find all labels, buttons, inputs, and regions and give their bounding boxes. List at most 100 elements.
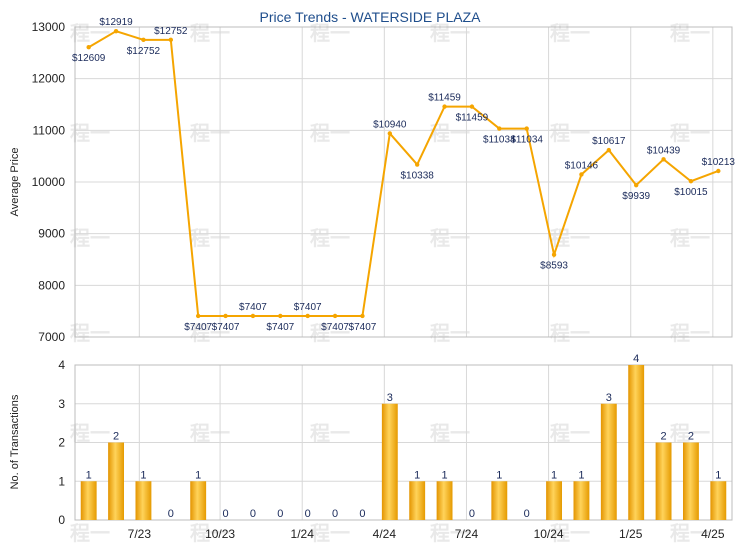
price-point xyxy=(278,313,283,319)
watermark: 程一 xyxy=(670,521,710,545)
transactions-tick-label: 1 xyxy=(58,474,65,488)
price-point xyxy=(332,313,338,319)
price-point xyxy=(360,313,365,319)
transactions-tick-label: 4 xyxy=(58,358,65,372)
price-data-label: $7407 xyxy=(212,322,240,333)
transaction-count-label: 0 xyxy=(524,508,530,520)
transaction-count-label: 0 xyxy=(469,508,475,520)
watermark: 程一 xyxy=(70,321,110,345)
price-data-label: $11034 xyxy=(510,135,543,146)
transactions-tick-label: 2 xyxy=(58,436,65,450)
watermark: 程一 xyxy=(70,226,110,250)
price-point xyxy=(579,172,584,177)
watermark: 程一 xyxy=(670,21,710,45)
transaction-count-label: 1 xyxy=(140,469,146,481)
price-data-label: $10146 xyxy=(565,160,599,171)
transaction-bar xyxy=(436,481,453,520)
price-data-label: $7407 xyxy=(239,302,267,313)
watermark: 程一 xyxy=(190,321,230,345)
transaction-bar xyxy=(409,481,426,520)
watermark: 程一 xyxy=(430,521,470,545)
price-data-label: $10940 xyxy=(373,119,407,130)
transaction-bar xyxy=(190,481,207,520)
transaction-bar xyxy=(600,403,617,520)
price-data-label: $7407 xyxy=(266,322,294,333)
transaction-count-label: 0 xyxy=(277,508,283,520)
watermark: 程一 xyxy=(550,321,590,345)
watermark: 程一 xyxy=(430,21,470,45)
watermark: 程一 xyxy=(190,21,230,45)
price-data-label: $10617 xyxy=(592,136,626,147)
watermark: 程一 xyxy=(310,521,350,545)
watermark: 程一 xyxy=(310,421,350,445)
price-point xyxy=(524,126,529,131)
transaction-count-label: 1 xyxy=(551,469,557,481)
price-data-label: $10338 xyxy=(401,171,435,182)
price-data-label: $8593 xyxy=(540,261,568,272)
date-tick-label: 10/24 xyxy=(534,527,564,541)
price-tick-label: 9000 xyxy=(38,227,65,241)
price-point xyxy=(86,45,91,50)
watermark: 程一 xyxy=(550,21,590,45)
price-axis-title: Average Price xyxy=(9,148,21,217)
price-data-label: $11459 xyxy=(428,93,461,104)
watermark: 程一 xyxy=(190,226,230,250)
watermark: 程一 xyxy=(670,421,710,445)
price-point xyxy=(387,131,393,136)
price-data-label: $12919 xyxy=(99,17,133,28)
transaction-count-label: 0 xyxy=(250,508,256,520)
date-tick-label: 4/24 xyxy=(373,527,397,541)
transaction-bar xyxy=(573,481,590,520)
transaction-bar xyxy=(710,481,727,520)
transaction-count-label: 1 xyxy=(442,469,448,481)
transaction-bar xyxy=(135,481,152,520)
transaction-bar xyxy=(491,481,508,520)
watermark: 程一 xyxy=(70,521,110,545)
chart-title: Price Trends - WATERSIDE PLAZA xyxy=(260,9,482,25)
price-data-label: $7407 xyxy=(294,302,322,313)
price-data-label: $7407 xyxy=(321,322,349,333)
price-point xyxy=(551,252,557,257)
price-data-label: $11459 xyxy=(456,113,489,124)
transactions-tick-label: 0 xyxy=(58,513,65,527)
price-tick-label: 7000 xyxy=(38,330,65,344)
price-data-label: $10213 xyxy=(702,157,736,168)
watermark: 程一 xyxy=(70,121,110,145)
price-data-label: $10015 xyxy=(674,187,708,198)
watermark: 程一 xyxy=(190,121,230,145)
transaction-count-label: 1 xyxy=(496,469,502,481)
watermark: 程一 xyxy=(670,121,710,145)
price-point xyxy=(223,313,228,319)
transaction-count-label: 1 xyxy=(86,469,92,481)
watermark: 程一 xyxy=(550,421,590,445)
price-tick-label: 8000 xyxy=(38,278,65,292)
transaction-count-label: 3 xyxy=(606,392,612,404)
transaction-count-label: 1 xyxy=(578,469,584,481)
price-data-label: $10439 xyxy=(647,145,681,156)
price-point xyxy=(469,104,475,109)
watermark: 程一 xyxy=(190,521,230,545)
price-data-label: $7407 xyxy=(184,322,212,333)
watermark: 程一 xyxy=(70,421,110,445)
transaction-bar xyxy=(682,442,699,520)
date-tick-label: 4/25 xyxy=(701,527,725,541)
watermark: 程一 xyxy=(70,21,110,45)
transactions-axis-title: No. of Transactions xyxy=(9,394,21,489)
price-data-label: $9939 xyxy=(622,191,650,202)
transaction-count-label: 1 xyxy=(414,469,420,481)
price-data-label: $12752 xyxy=(154,26,188,37)
price-tick-label: 12000 xyxy=(32,72,66,86)
date-tick-label: 1/24 xyxy=(291,527,315,541)
transaction-count-label: 1 xyxy=(195,469,201,481)
date-tick-label: 7/24 xyxy=(455,527,479,541)
price-data-label: $12609 xyxy=(72,53,106,64)
watermark: 程一 xyxy=(430,226,470,250)
transaction-count-label: 1 xyxy=(715,469,721,481)
price-point xyxy=(305,313,310,319)
transaction-count-label: 3 xyxy=(387,392,393,404)
transaction-count-label: 0 xyxy=(332,508,338,520)
watermark: 程一 xyxy=(310,226,350,250)
date-tick-label: 10/23 xyxy=(205,527,235,541)
price-point xyxy=(141,37,146,43)
